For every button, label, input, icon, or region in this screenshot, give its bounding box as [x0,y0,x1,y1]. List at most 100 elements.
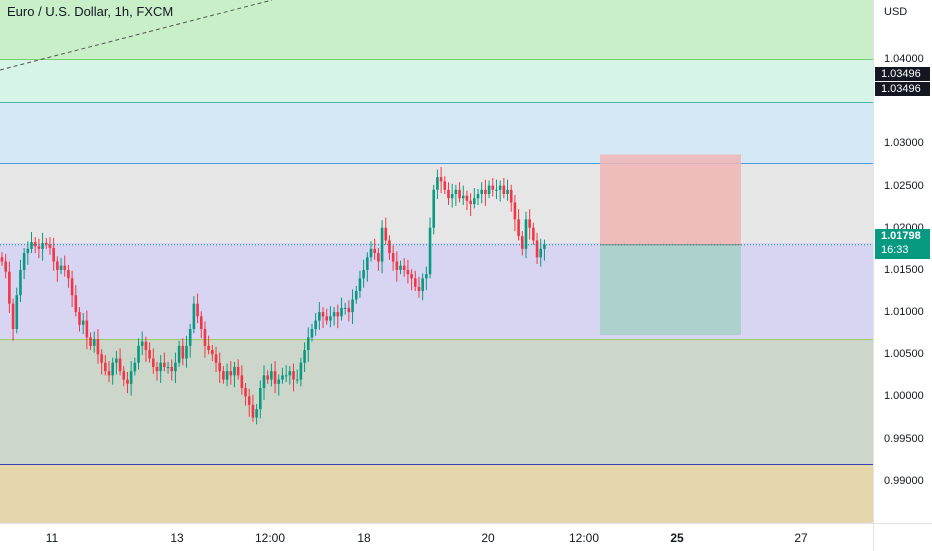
candle-body[interactable] [192,303,196,329]
candle-body[interactable] [520,236,524,249]
candle-body[interactable] [292,371,295,380]
axis-corner[interactable] [873,523,932,551]
position-stop-zone[interactable] [600,154,741,245]
candle-body[interactable] [104,362,107,372]
candle-body[interactable] [325,316,329,321]
candle-body[interactable] [377,253,380,262]
candle-body[interactable] [203,328,207,346]
candle-body[interactable] [118,358,122,372]
candle-body[interactable] [129,371,133,384]
candle-body[interactable] [395,261,399,270]
candle-body[interactable] [137,345,140,363]
candle-body[interactable] [425,274,428,279]
candle-body[interactable] [458,189,461,199]
candle-body[interactable] [469,200,472,205]
candle-body[interactable] [439,177,443,182]
candle-body[interactable] [461,195,465,199]
candle-body[interactable] [473,198,476,205]
candle-body[interactable] [133,362,137,372]
candle-body[interactable] [196,303,199,317]
candle-body[interactable] [19,269,22,296]
candle-body[interactable] [465,195,469,201]
candle-body[interactable] [299,362,303,380]
price-plot[interactable] [0,0,873,523]
candle-body[interactable] [303,350,306,363]
candle-body[interactable] [476,194,480,199]
time-axis[interactable]: 11 13 12:00 18 20 12:00 25 27 [0,523,873,551]
candle-body[interactable] [288,371,292,376]
candle-body[interactable] [15,295,19,329]
candle-body[interactable] [454,189,458,195]
zone-boundary-line[interactable] [0,163,873,164]
candle-body[interactable] [491,185,495,190]
candle-body[interactable] [244,388,247,397]
candle-body[interactable] [96,339,100,355]
candle-body[interactable] [266,375,269,380]
candle-body[interactable] [115,358,118,363]
candle-body[interactable] [140,341,144,346]
candle-body[interactable] [506,189,509,195]
candle-body[interactable] [284,375,288,377]
candle-body[interactable] [373,248,376,254]
candle-body[interactable] [543,244,546,249]
candle-body[interactable] [513,202,517,220]
candle-body[interactable] [233,366,236,376]
zone-boundary-line[interactable] [0,339,873,340]
candle-body[interactable] [295,379,299,381]
candle-body[interactable] [207,345,210,351]
candle-body[interactable] [343,307,347,309]
candle-body[interactable] [517,219,520,237]
candle-body[interactable] [318,312,321,321]
currency-label[interactable]: USD [884,6,908,18]
candle-body[interactable] [26,248,30,254]
candle-body[interactable] [347,307,351,313]
candle-body[interactable] [107,371,111,376]
candle-body[interactable] [126,379,129,384]
candle-body[interactable] [443,181,447,190]
candle-body[interactable] [332,312,336,317]
candle-body[interactable] [502,185,506,195]
candle-body[interactable] [214,354,218,363]
candle-body[interactable] [314,320,317,329]
candle-body[interactable] [170,366,174,372]
candle-body[interactable] [410,274,413,279]
candle-body[interactable] [11,303,15,329]
candle-body[interactable] [229,371,233,376]
candle-body[interactable] [255,409,258,418]
candle-body[interactable] [70,278,74,296]
candle-body[interactable] [391,253,395,262]
candle-body[interactable] [528,219,531,228]
candle-body[interactable] [484,189,487,195]
candle-body[interactable] [44,242,48,245]
candle-body[interactable] [236,366,240,376]
candle-body[interactable] [240,375,244,389]
candle-body[interactable] [48,244,52,249]
candle-body[interactable] [366,257,369,270]
zone-boundary-line[interactable] [0,59,873,60]
candle-body[interactable] [81,320,85,325]
candle-body[interactable] [199,316,203,329]
candle-body[interactable] [211,350,214,355]
candle-body[interactable] [532,227,535,241]
candle-body[interactable] [8,271,11,304]
candle-body[interactable] [166,366,170,368]
trend-line[interactable] [0,0,273,71]
candle-body[interactable] [56,261,59,270]
candle-body[interactable] [0,257,4,262]
candle-body[interactable] [399,265,402,270]
candle-body[interactable] [225,371,229,380]
candle-body[interactable] [4,261,7,272]
candle-body[interactable] [321,312,325,317]
candle-body[interactable] [380,227,384,262]
candle-body[interactable] [384,227,388,241]
candle-body[interactable] [22,253,26,270]
candle-body[interactable] [277,379,281,384]
candle-body[interactable] [89,337,92,346]
candle-body[interactable] [177,345,181,363]
candle-body[interactable] [487,185,491,195]
candle-body[interactable] [329,316,332,321]
candle-body[interactable] [155,366,159,372]
candle-body[interactable] [59,265,63,270]
candle-body[interactable] [351,299,354,313]
candle-body[interactable] [148,350,151,359]
